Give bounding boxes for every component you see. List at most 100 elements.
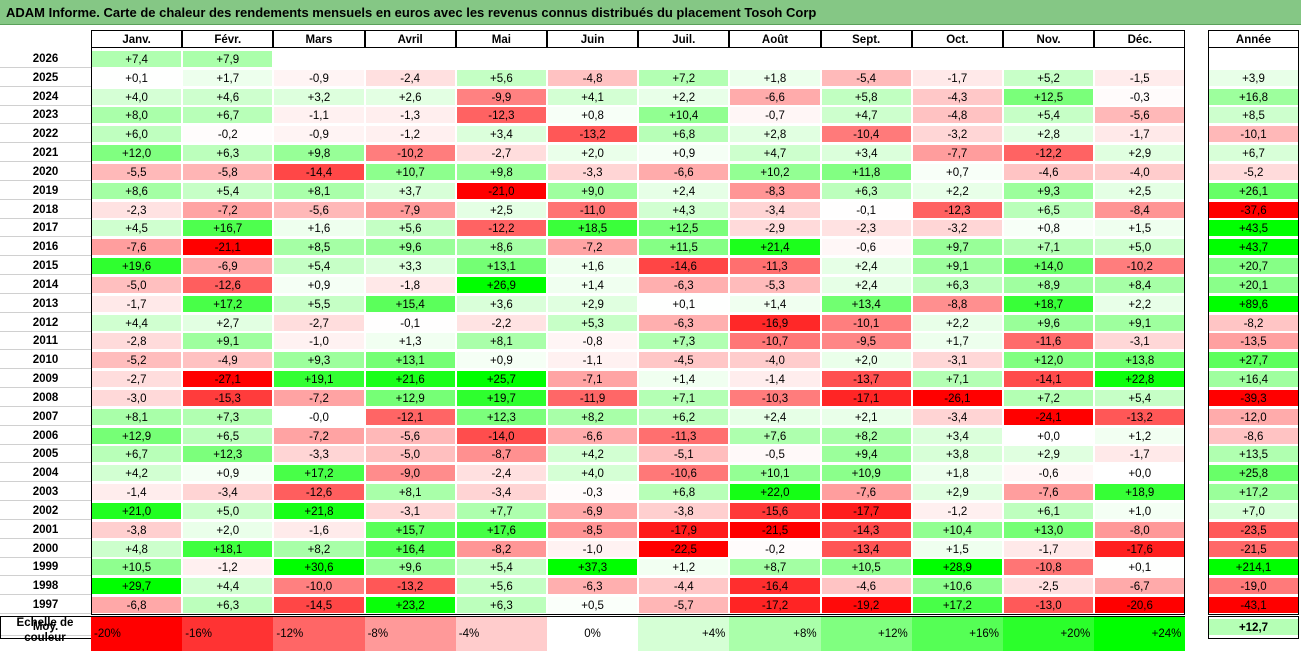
value-cell: -0,5	[729, 445, 821, 464]
year-label: 2013	[0, 295, 91, 313]
value-cell: +18,7	[1003, 294, 1095, 313]
value-cell: -7,1	[547, 370, 639, 389]
value-cell: -4,4	[638, 577, 730, 596]
value-cell: +2,5	[455, 200, 547, 219]
year-label: 2022	[0, 125, 91, 144]
value-cell: +0,1	[1094, 558, 1186, 577]
value-cell: +1,8	[729, 68, 821, 87]
value-cell: -14,5	[273, 596, 365, 615]
value-cell: -22,5	[638, 539, 730, 558]
value-cell: +29,7	[91, 577, 183, 596]
value-cell: -5,6	[364, 426, 456, 445]
value-cell: +9,0	[547, 181, 639, 200]
value-cell: -13,2	[547, 125, 639, 144]
year-label: 2014	[0, 276, 91, 294]
value-cell: +13,1	[455, 257, 547, 276]
year-label: 1999	[0, 558, 91, 577]
value-cell: -5,1	[638, 445, 730, 464]
value-cell: +1,4	[547, 275, 639, 294]
value-cell: +1,3	[364, 332, 456, 351]
value-cell: +19,6	[91, 257, 183, 276]
value-cell: +3,7	[364, 181, 456, 200]
value-cell: -11,9	[547, 388, 639, 407]
value-cell: +8,2	[820, 426, 912, 445]
color-scale-swatch: +8%	[729, 617, 821, 651]
year-label: 2017	[0, 219, 91, 238]
value-cell: -6,3	[547, 577, 639, 596]
value-cell: +10,4	[911, 520, 1003, 539]
month-header: Févr.	[182, 30, 274, 48]
month-header: Mars	[273, 30, 365, 48]
value-cell: +3,4	[820, 144, 912, 163]
value-cell: +5,4	[455, 558, 547, 577]
value-cell: +10,5	[820, 558, 912, 577]
annual-value-cell: +7,0	[1208, 501, 1299, 520]
value-cell: +1,0	[1094, 501, 1186, 520]
value-cell: +2,0	[820, 351, 912, 370]
value-cell: +12,0	[1003, 351, 1095, 370]
value-cell: +9,8	[273, 144, 365, 163]
value-cell: +2,5	[1094, 181, 1186, 200]
year-label: 2009	[0, 370, 91, 389]
value-cell: +8,2	[547, 407, 639, 426]
value-cell: -3,4	[729, 200, 821, 219]
value-cell: +8,6	[91, 181, 183, 200]
empty-cell	[638, 50, 730, 68]
annual-value-cell: -39,3	[1208, 388, 1299, 407]
value-cell: +2,0	[182, 520, 274, 539]
value-cell: -6,8	[91, 596, 183, 615]
empty-cell	[1003, 50, 1095, 68]
annual-value-cell: -5,2	[1208, 162, 1299, 181]
color-scale-swatch: -8%	[364, 617, 456, 651]
year-label: 2002	[0, 502, 91, 520]
value-cell: -2,4	[364, 68, 456, 87]
value-cell: -4,3	[911, 87, 1003, 106]
value-cell: +10,5	[91, 558, 183, 577]
value-cell: +6,8	[638, 125, 730, 144]
value-cell: -7,6	[820, 483, 912, 502]
value-cell: -6,6	[547, 426, 639, 445]
value-cell: -11,0	[547, 200, 639, 219]
value-cell: +19,7	[455, 388, 547, 407]
month-header: Juin	[547, 30, 639, 48]
value-cell: -16,4	[729, 577, 821, 596]
year-label: 2001	[0, 521, 91, 539]
annual-value-cell: +43,7	[1208, 238, 1299, 257]
value-cell: +6,3	[820, 181, 912, 200]
value-cell: -6,6	[729, 87, 821, 106]
value-cell: -3,2	[911, 219, 1003, 238]
value-cell: +0,5	[547, 596, 639, 615]
empty-cell	[729, 50, 821, 68]
value-cell: +6,7	[182, 106, 274, 125]
value-cell: +6,5	[1003, 200, 1095, 219]
annual-value-cell: -12,0	[1208, 407, 1299, 426]
value-cell: +6,0	[91, 125, 183, 144]
value-cell: -6,9	[182, 257, 274, 276]
value-cell: -5,7	[638, 596, 730, 615]
value-cell: -12,2	[455, 219, 547, 238]
value-cell: -4,6	[1003, 162, 1095, 181]
value-cell: -1,7	[91, 294, 183, 313]
annual-value-cell: +8,5	[1208, 106, 1299, 125]
value-cell: -21,5	[729, 520, 821, 539]
value-cell: +3,4	[455, 125, 547, 144]
value-cell: +2,2	[911, 181, 1003, 200]
value-cell: -0,1	[820, 200, 912, 219]
value-cell: +0,7	[911, 162, 1003, 181]
value-cell: -7,7	[911, 144, 1003, 163]
value-cell: +5,6	[364, 219, 456, 238]
value-cell: +4,0	[91, 87, 183, 106]
value-cell: -3,4	[911, 407, 1003, 426]
value-cell: -7,2	[273, 388, 365, 407]
value-cell: +13,8	[1094, 351, 1186, 370]
empty-cell	[547, 50, 639, 68]
annual-value-cell: +17,2	[1208, 483, 1299, 502]
value-cell: +4,4	[182, 577, 274, 596]
value-cell: -17,2	[729, 596, 821, 615]
value-cell: +7,1	[1003, 238, 1095, 257]
annual-value-cell: +20,1	[1208, 275, 1299, 294]
year-label: 2012	[0, 314, 91, 332]
value-cell: -4,6	[820, 577, 912, 596]
value-cell: -10,2	[364, 144, 456, 163]
value-cell: -2,9	[729, 219, 821, 238]
